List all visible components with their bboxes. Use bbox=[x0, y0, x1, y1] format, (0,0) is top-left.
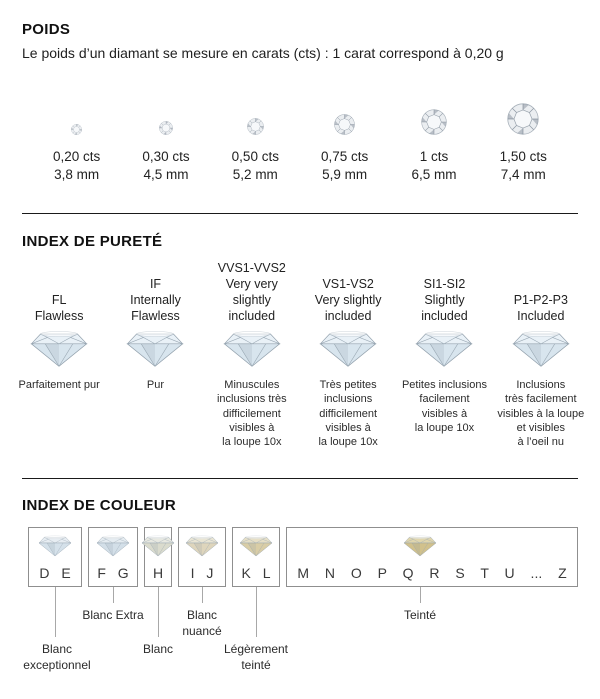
weight-diameter: 6,5 mm bbox=[411, 167, 457, 183]
color-box-kl: K L bbox=[232, 527, 280, 588]
weight-carats: 0,75 cts bbox=[321, 149, 369, 164]
weight-item: 0,20 cts 3,8 mm bbox=[32, 97, 121, 184]
color-box-ij: I J bbox=[178, 527, 226, 588]
color-label: Légèrement teinté bbox=[223, 642, 289, 673]
diamond-top-icon bbox=[247, 97, 264, 135]
weight-diameter: 5,9 mm bbox=[322, 167, 368, 183]
color-scale: D E F G H I J K L M N O P Q R S T U ... … bbox=[28, 527, 600, 588]
diamond-side-icon bbox=[30, 330, 88, 368]
section-purete: INDEX DE PURETÉ FL Flawless Parfaitement… bbox=[0, 233, 600, 449]
weight-item: 0,50 cts 5,2 mm bbox=[211, 97, 300, 184]
color-letters: M N O P Q R S T U ... Z bbox=[297, 565, 567, 582]
color-annotations: Blanc exceptionnel Blanc Extra Blanc Bla… bbox=[0, 587, 600, 699]
weight-item: 1,50 cts 7,4 mm bbox=[479, 97, 568, 184]
clarity-description: Inclusions très facilement visibles à la… bbox=[497, 379, 585, 448]
poids-title: POIDS bbox=[22, 21, 71, 38]
clarity-grade: IF Internally Flawless bbox=[130, 277, 181, 324]
weight-diameter: 7,4 mm bbox=[500, 167, 546, 183]
color-letters: F G bbox=[97, 565, 129, 582]
weight-item: 0,30 cts 4,5 mm bbox=[121, 97, 210, 184]
color-letters: I J bbox=[190, 565, 214, 582]
couleur-title: INDEX DE COULEUR bbox=[22, 497, 176, 515]
connector-line bbox=[202, 587, 203, 604]
clarity-row: FL Flawless Parfaitement pur IF Internal… bbox=[11, 260, 589, 449]
section-poids: POIDS Le poids d’un diamant se mesure en… bbox=[0, 0, 600, 184]
diamond-top-icon bbox=[421, 97, 447, 135]
weight-row: 0,20 cts 3,8 mm 0,30 cts 4,5 mm 0,50 cts… bbox=[32, 97, 568, 184]
diamond-side-icon bbox=[512, 330, 570, 368]
diamond-side-icon bbox=[415, 330, 473, 368]
connector-line bbox=[113, 587, 114, 604]
weight-item: 0,75 cts 5,9 mm bbox=[300, 97, 389, 184]
clarity-grade: P1-P2-P3 Included bbox=[513, 293, 568, 324]
diamond-side-icon bbox=[239, 535, 273, 557]
clarity-item: VS1-VS2 Very slightly included Très peti… bbox=[300, 260, 396, 449]
color-label: Blanc bbox=[142, 642, 174, 657]
color-label: Teinté bbox=[403, 608, 437, 623]
weight-carats: 1 cts bbox=[419, 149, 449, 164]
connector-line bbox=[55, 587, 56, 638]
clarity-description: Petites inclusions facilement visibles à… bbox=[401, 379, 487, 434]
color-letters: D E bbox=[39, 565, 71, 582]
clarity-description: Minuscules inclusions très difficilement… bbox=[216, 379, 287, 448]
color-box-h: H bbox=[141, 527, 175, 588]
clarity-description: Parfaitement pur bbox=[18, 379, 100, 392]
weight-carats: 0,50 cts bbox=[231, 149, 279, 164]
diamond-side-icon bbox=[223, 330, 281, 368]
connector-line bbox=[158, 587, 159, 638]
connector-line bbox=[420, 587, 421, 604]
color-letters: H bbox=[152, 565, 164, 582]
color-label: Blanc nuancé bbox=[182, 608, 222, 639]
color-box-fg: F G bbox=[88, 527, 138, 588]
diamond-top-icon bbox=[507, 97, 539, 135]
clarity-item: SI1-SI2 Slightly included Petites inclus… bbox=[396, 260, 492, 449]
clarity-grade: FL Flawless bbox=[34, 293, 84, 324]
color-box-de: D E bbox=[28, 527, 82, 588]
diamond-side-icon bbox=[96, 535, 130, 557]
diamond-side-icon bbox=[403, 535, 437, 557]
diamond-side-icon bbox=[141, 535, 175, 557]
purete-title: INDEX DE PURETÉ bbox=[22, 233, 163, 251]
weight-carats: 0,20 cts bbox=[53, 149, 101, 164]
weight-item: 1 cts 6,5 mm bbox=[389, 97, 478, 184]
weight-diameter: 3,8 mm bbox=[54, 167, 100, 183]
diamond-side-icon bbox=[38, 535, 72, 557]
clarity-grade: SI1-SI2 Slightly included bbox=[421, 277, 468, 324]
diamond-top-icon bbox=[71, 97, 82, 135]
color-box-mz: M N O P Q R S T U ... Z bbox=[286, 527, 578, 588]
clarity-description: Très petites inclusions difficilement vi… bbox=[318, 379, 378, 448]
connector-line bbox=[256, 587, 257, 638]
diamond-side-icon bbox=[126, 330, 184, 368]
clarity-description: Pur bbox=[146, 379, 165, 392]
weight-diameter: 4,5 mm bbox=[143, 167, 189, 183]
section-divider bbox=[22, 478, 578, 480]
clarity-grade: VVS1-VVS2 Very very slightly included bbox=[217, 261, 286, 324]
color-label: Blanc exceptionnel bbox=[23, 642, 91, 673]
color-label: Blanc Extra bbox=[82, 608, 144, 623]
clarity-item: IF Internally Flawless Pur bbox=[107, 260, 203, 449]
section-couleur: INDEX DE COULEUR D E F G H I J K L bbox=[0, 497, 600, 699]
clarity-item: P1-P2-P3 Included Inclusions très facile… bbox=[493, 260, 589, 449]
section-divider bbox=[22, 213, 578, 215]
clarity-item: VVS1-VVS2 Very very slightly included Mi… bbox=[204, 260, 300, 449]
diamond-guide-page: POIDS Le poids d’un diamant se mesure en… bbox=[0, 0, 600, 672]
clarity-item: FL Flawless Parfaitement pur bbox=[11, 260, 107, 449]
poids-subtitle: Le poids d’un diamant se mesure en carat… bbox=[22, 45, 504, 61]
diamond-side-icon bbox=[185, 535, 219, 557]
diamond-top-icon bbox=[159, 97, 173, 135]
diamond-side-icon bbox=[319, 330, 377, 368]
clarity-grade: VS1-VS2 Very slightly included bbox=[314, 277, 382, 324]
weight-diameter: 5,2 mm bbox=[232, 167, 278, 183]
weight-carats: 1,50 cts bbox=[499, 149, 547, 164]
color-letters: K L bbox=[241, 565, 271, 582]
weight-carats: 0,30 cts bbox=[142, 149, 190, 164]
diamond-top-icon bbox=[334, 97, 355, 135]
